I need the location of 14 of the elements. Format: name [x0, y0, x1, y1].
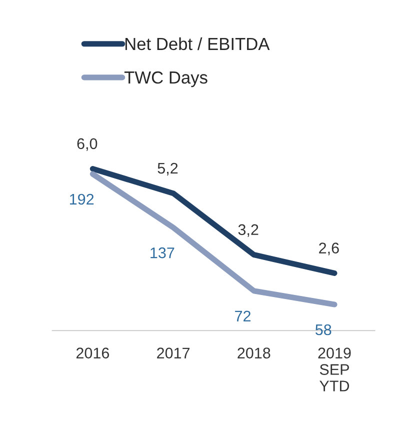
data-label: 2,6	[319, 242, 339, 256]
legend-label: TWC Days	[124, 71, 208, 88]
data-label: 58	[315, 324, 332, 336]
data-label: 5,2	[158, 162, 178, 176]
x-tick-label: 2016	[76, 348, 110, 358]
legend-label: Net Debt / EBITDA	[125, 37, 270, 50]
data-label: 72	[235, 310, 251, 322]
x-tick-label: 2018	[238, 348, 270, 358]
data-label: 6,0	[77, 138, 98, 151]
data-label: 192	[70, 194, 94, 205]
data-label: 137	[150, 247, 174, 258]
data-label: 3,2	[238, 224, 258, 237]
x-tick-label: 2019 SEP YTD	[318, 348, 351, 392]
x-tick-label: 2017	[157, 348, 190, 358]
